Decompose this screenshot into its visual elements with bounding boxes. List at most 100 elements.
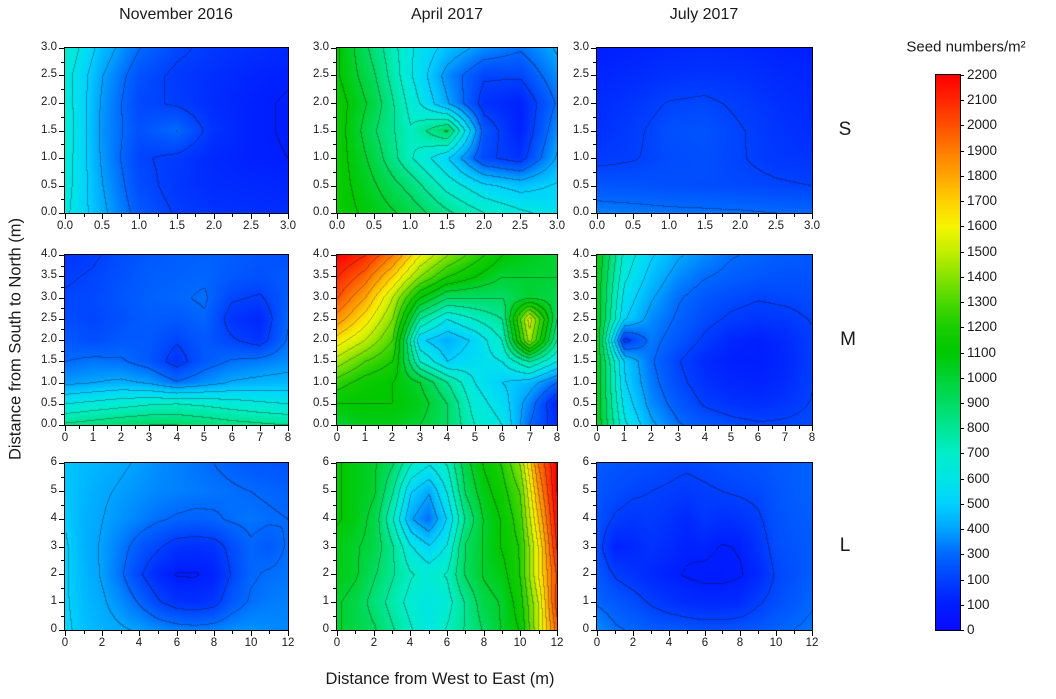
y-major-tick <box>59 103 64 104</box>
colorbar-tick-label: 1100 <box>967 345 997 360</box>
x-minor-tick <box>615 214 616 217</box>
y-major-tick <box>59 186 64 187</box>
colorbar-tick-label: 1600 <box>967 218 998 233</box>
y-minor-tick <box>593 505 596 506</box>
colorbar-tick-label: 1400 <box>967 269 998 284</box>
x-minor-tick <box>691 426 692 429</box>
colorbar-tick-label: 1500 <box>967 244 998 259</box>
row-label-m: M <box>840 329 856 350</box>
y-tick-label: 5 <box>50 484 57 496</box>
x-minor-tick <box>121 214 122 217</box>
x-minor-tick <box>794 214 795 217</box>
y-minor-tick <box>61 287 64 288</box>
x-tick-label: 7 <box>256 432 264 444</box>
y-minor-tick <box>61 393 64 394</box>
y-tick-label: 1.0 <box>41 376 57 388</box>
panel-l-november-2016: 0 2 4 6 8 10 12 0 1 2 3 4 5 6 <box>51 456 295 649</box>
y-tick-label: 2 <box>322 567 329 579</box>
column-title-april-2017: April 2017 <box>410 6 484 23</box>
y-major-tick <box>591 255 596 256</box>
x-axis-label: Distance from West to East (m) <box>325 670 555 688</box>
y-major-tick <box>591 276 596 277</box>
y-major-tick <box>331 404 336 405</box>
y-minor-tick <box>61 199 64 200</box>
y-tick-label: 4.0 <box>313 248 329 260</box>
x-minor-tick <box>269 631 270 634</box>
x-minor-tick <box>502 631 503 634</box>
colorbar-tick <box>960 529 964 530</box>
x-tick-label: 2 <box>117 432 125 444</box>
contour-canvas <box>65 463 288 630</box>
x-tick-label: 0.5 <box>366 220 382 232</box>
colorbar-tick-label: 1700 <box>967 193 998 208</box>
x-major-tick <box>785 426 786 431</box>
x-major-tick <box>520 214 521 219</box>
colorbar-tick <box>960 75 964 76</box>
y-tick-label: 1 <box>50 595 57 607</box>
x-major-tick <box>288 214 289 219</box>
x-tick-label: 8 <box>736 637 744 649</box>
x-minor-tick <box>758 631 759 634</box>
x-major-tick <box>288 631 289 636</box>
contour-canvas <box>65 48 288 213</box>
y-major-tick <box>331 319 336 320</box>
y-tick-label: 5 <box>582 484 589 496</box>
y-major-tick <box>59 383 64 384</box>
x-tick-label: 0.5 <box>94 220 110 232</box>
x-minor-tick <box>539 631 540 634</box>
y-minor-tick <box>61 89 64 90</box>
y-major-tick <box>331 463 336 464</box>
x-minor-tick <box>651 631 652 634</box>
y-major-tick <box>331 103 336 104</box>
colorbar-tick-label: 1300 <box>967 294 998 309</box>
x-minor-tick <box>378 426 379 429</box>
y-major-tick <box>59 276 64 277</box>
y-tick-label: 3.0 <box>41 41 57 53</box>
x-minor-tick <box>121 631 122 634</box>
y-major-tick <box>331 630 336 631</box>
x-minor-tick <box>758 214 759 217</box>
x-minor-tick <box>190 426 191 429</box>
y-minor-tick <box>593 62 596 63</box>
x-major-tick <box>410 214 411 219</box>
y-tick-label: 1.0 <box>313 376 329 388</box>
colorbar-title: Seed numbers/m² <box>906 38 1026 56</box>
x-tick-label: 2 <box>98 637 106 649</box>
y-major-tick <box>591 131 596 132</box>
x-tick-label: 4 <box>173 432 181 444</box>
y-minor-tick <box>333 560 336 561</box>
contour-canvas <box>337 255 557 425</box>
y-minor-tick <box>593 329 596 330</box>
y-minor-tick <box>593 172 596 173</box>
x-minor-tick <box>232 214 233 217</box>
y-tick-label: 2.0 <box>41 96 57 108</box>
y-minor-tick <box>61 144 64 145</box>
y-minor-tick <box>593 199 596 200</box>
colorbar-tick-label: 700 <box>967 445 990 460</box>
colorbar-tick-label: 600 <box>967 471 990 486</box>
x-minor-tick <box>718 426 719 429</box>
y-minor-tick <box>333 266 336 267</box>
x-major-tick <box>669 631 670 636</box>
y-major-tick <box>331 491 336 492</box>
y-tick-label: 4 <box>582 512 589 524</box>
y-minor-tick <box>333 477 336 478</box>
colorbar-tick-label: 500 <box>967 496 990 511</box>
x-major-tick <box>337 631 338 636</box>
colorbar-tick-label: 2100 <box>967 92 998 107</box>
x-minor-tick <box>610 426 611 429</box>
y-tick-label: 0.0 <box>41 418 57 430</box>
x-minor-tick <box>135 426 136 429</box>
colorbar-tick <box>960 125 964 126</box>
y-tick-label: 2 <box>50 567 57 579</box>
y-major-tick <box>591 213 596 214</box>
x-tick-label: 12 <box>550 637 564 649</box>
x-major-tick <box>633 631 634 636</box>
row-label-l: L <box>839 535 851 556</box>
x-major-tick <box>447 426 448 431</box>
x-tick-label: 0.0 <box>329 220 345 232</box>
x-tick-label: 1 <box>620 432 628 444</box>
x-major-tick <box>776 214 777 219</box>
x-tick-label: 1 <box>361 432 369 444</box>
panel-m-april-2017: 0 1 2 3 4 5 6 7 8 0.0 0.5 1.0 1.5 2.0 2.5 3.0 3.5 4.0 <box>313 248 560 444</box>
